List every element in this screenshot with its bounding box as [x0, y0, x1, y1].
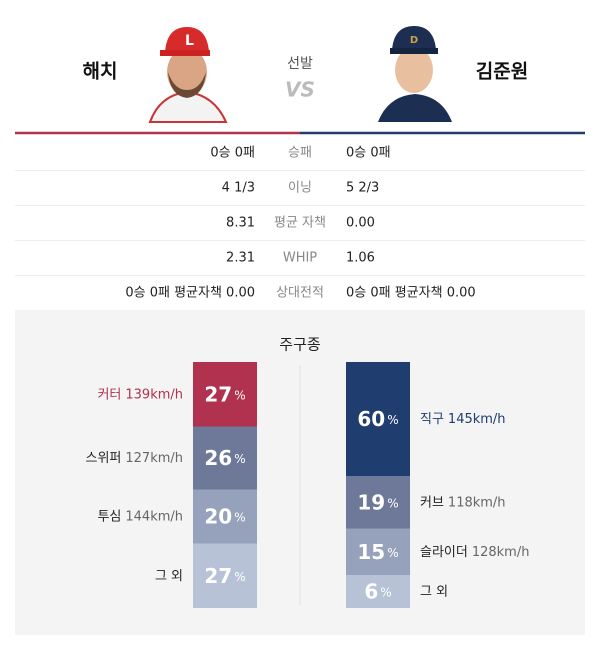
pitch-name: 스위퍼 [85, 451, 121, 466]
pitch-label: 그 외 [420, 584, 448, 599]
stat-label: 상대전적 [276, 286, 324, 301]
pitch-percent-value: 27 [204, 563, 232, 587]
pitch-name: 커브 [420, 495, 444, 510]
pitch-label: 스위퍼 127km/h [85, 451, 183, 466]
pitch-label: 투심 144km/h [97, 509, 183, 524]
pitch-speed: 144km/h [125, 509, 183, 524]
away-name: 해치 [83, 61, 118, 83]
pitch-percent: 20% [204, 504, 245, 528]
svg-text:L: L [185, 33, 194, 49]
pitch-percent: 60% [357, 407, 398, 431]
home-photo: D [375, 20, 457, 122]
stat-label: 이닝 [288, 181, 312, 196]
pitch-label: 직구 145km/h [420, 412, 506, 427]
pitch-bar-segment [346, 575, 410, 608]
away-stat: 8.31 [226, 216, 255, 231]
pitch-speed: 139km/h [125, 387, 183, 402]
pitch-percent-value: 15 [357, 539, 385, 563]
pitch-percent-value: 26 [204, 446, 232, 470]
away-photo: L [145, 20, 229, 123]
home-stat: 0승 0패 평균자책 0.00 [346, 286, 476, 301]
pitch-label: 그 외 [155, 568, 183, 583]
home-stat: 0승 0패 [346, 146, 391, 161]
pitch-name: 직구 [420, 412, 444, 427]
pitch-name: 그 외 [420, 584, 448, 599]
pitch-bar-segment [193, 489, 257, 544]
pitch-percent-unit: % [387, 545, 398, 559]
pitch-percent-unit: % [234, 569, 245, 583]
pitch-percent-value: 19 [357, 490, 385, 514]
pitch-name: 커터 [97, 387, 121, 402]
away-stat: 0승 0패 [210, 146, 255, 161]
pitch-percent: 19% [357, 490, 398, 514]
pitch-bar-segment [193, 426, 257, 490]
pitch-percent-unit: % [234, 510, 245, 524]
away-stat: 4 1/3 [222, 181, 255, 196]
pitch-percent-unit: % [234, 388, 245, 402]
pitch-percent-value: 20 [204, 504, 232, 528]
home-stat: 0.00 [346, 216, 375, 231]
pitch-bar-segment [193, 362, 257, 427]
pitch-percent-unit: % [234, 452, 245, 466]
pitch-name: 투심 [97, 509, 121, 524]
svg-text:D: D [410, 35, 418, 46]
home-stat: 5 2/3 [346, 181, 379, 196]
pitch-speed: 118km/h [448, 495, 506, 510]
pitch-name: 그 외 [155, 568, 183, 583]
stats-table: 0승 0패 승패 0승 0패 4 1/3 이닝 5 2/3 8.31 평균 자책 0.00 2.3… [15, 146, 585, 301]
stat-label: 평균 자책 [274, 216, 326, 231]
pitch-percent: 6% [364, 579, 391, 603]
home-stat: 1.06 [346, 251, 375, 266]
pitch-percent-unit: % [387, 496, 398, 510]
start-label: 선발 [287, 56, 313, 72]
pitch-percent-value: 6 [364, 579, 378, 603]
pitch-percent: 27% [204, 382, 245, 406]
pitch-speed: 145km/h [448, 412, 506, 427]
pitch-label: 커터 139km/h [97, 387, 183, 402]
stat-label: WHIP [283, 251, 317, 266]
pitch-percent-unit: % [387, 413, 398, 427]
pitch-label: 커브 118km/h [420, 495, 506, 510]
pitch-percent: 27% [204, 563, 245, 587]
vs-label: VS [285, 78, 315, 102]
pitch-bar-segment [346, 362, 410, 476]
stat-label: 승패 [288, 146, 312, 161]
pitch-title: 주구종 [279, 336, 320, 354]
home-name: 김준원 [476, 61, 528, 83]
pitch-bar-segment [346, 528, 410, 575]
away-stat: 2.31 [226, 251, 255, 266]
pitch-bar-segment [193, 543, 257, 608]
pitch-name: 슬라이더 [420, 544, 468, 559]
pitch-bar-segment [346, 476, 410, 529]
pitch-percent-unit: % [380, 585, 391, 599]
pitch-percent: 15% [357, 539, 398, 563]
pitch-mix: 27 % 커터 139km/h 26 % 스위퍼 127km/h 20 % 투심 144km/h 27%… [85, 362, 529, 608]
pitch-speed: 128km/h [472, 544, 530, 559]
pitch-speed: 127km/h [125, 451, 183, 466]
pitch-percent-value: 60 [357, 407, 385, 431]
pitch-percent-value: 27 [204, 382, 232, 406]
pitch-label: 슬라이더 128km/h [420, 544, 529, 559]
pitch-percent: 26% [204, 446, 245, 470]
away-stat: 0승 0패 평균자책 0.00 [125, 286, 255, 301]
